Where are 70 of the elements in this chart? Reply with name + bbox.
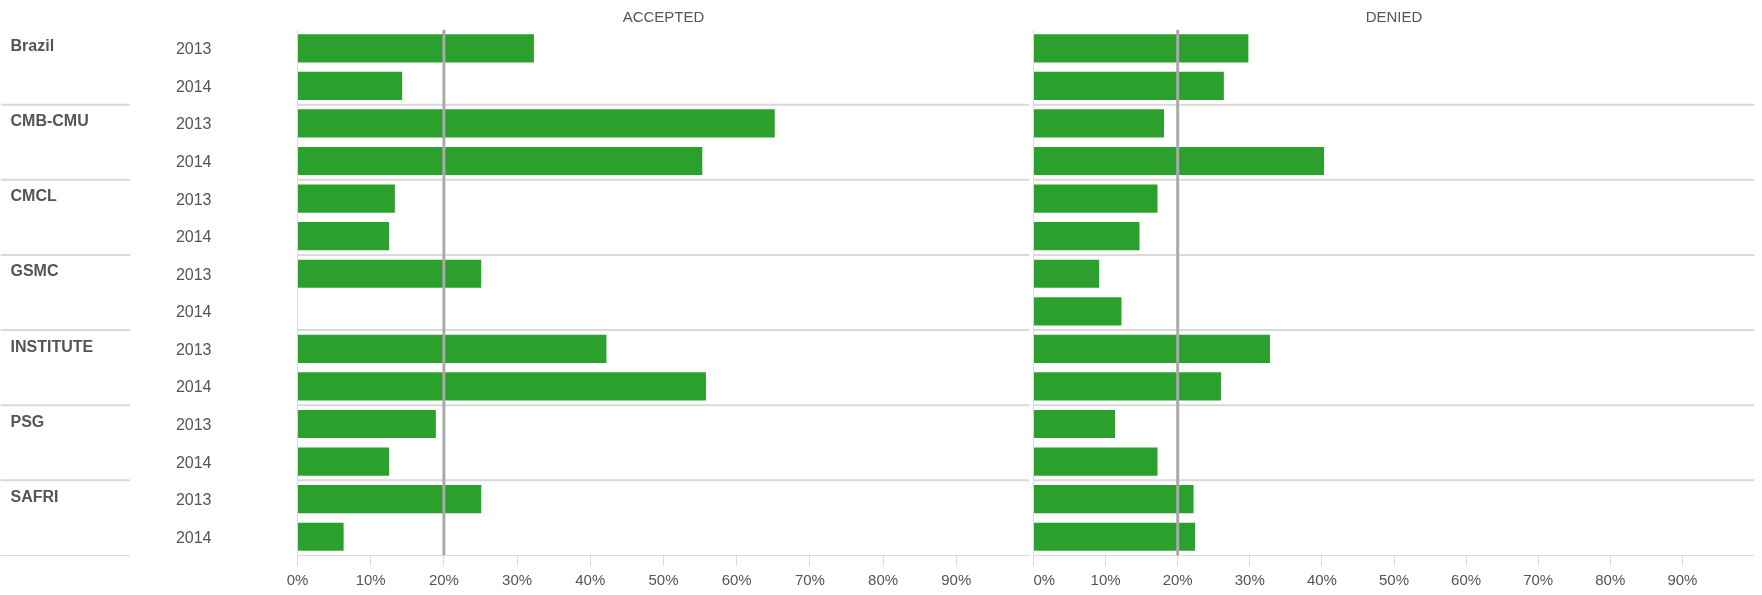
y-tick-label: 2013	[175, 115, 212, 133]
bar	[297, 222, 389, 251]
y-tick-label: 2014	[175, 228, 212, 246]
text: SAFRI	[10, 487, 59, 505]
bar	[297, 447, 389, 476]
x-tick-label: 0%	[1033, 570, 1056, 588]
bar	[1033, 447, 1158, 476]
x-tick-label: 60%	[721, 570, 752, 588]
text: GSMC	[10, 262, 59, 280]
chart-title: ACCEPTED	[622, 7, 705, 25]
x-tick-label: 20%	[1162, 570, 1193, 588]
y-tick-label: 2014	[175, 378, 212, 396]
bar	[1033, 409, 1115, 439]
x-tick-label: 30%	[1234, 570, 1265, 588]
text: Brazil	[10, 37, 55, 55]
y-tick-label: 2013	[175, 491, 212, 509]
bar	[297, 146, 703, 176]
x-tick-label: 20%	[428, 570, 459, 588]
x-tick-label: 80%	[868, 570, 899, 588]
x-tick-label: 60%	[1451, 570, 1482, 588]
bar	[297, 34, 534, 63]
y-tick-label: 2013	[175, 340, 212, 358]
y-tick-label: 2014	[175, 453, 212, 471]
x-tick-label: 10%	[1090, 570, 1121, 588]
x-tick-label: 40%	[1306, 570, 1337, 588]
chart-title: DENIED	[1365, 7, 1423, 25]
bar	[1033, 109, 1164, 138]
bar	[1033, 522, 1195, 551]
y-tick-label: 2013	[175, 40, 212, 58]
x-tick-label: 90%	[1667, 570, 1698, 588]
text: CMCL	[10, 187, 57, 205]
x-tick-label: 90%	[941, 570, 972, 588]
bar	[1033, 259, 1100, 288]
bar	[1033, 184, 1158, 213]
y-tick-label: 2014	[175, 153, 212, 170]
x-tick-label: 50%	[648, 570, 679, 588]
bar	[297, 259, 482, 288]
x-tick-label: 50%	[1378, 570, 1410, 588]
bar	[297, 522, 344, 551]
x-tick-label: 80%	[1595, 570, 1626, 588]
bar	[297, 184, 395, 213]
y-tick-label: 2013	[175, 416, 212, 433]
text: INSTITUTE	[10, 337, 94, 355]
bar	[1033, 297, 1122, 326]
x-tick-label: 70%	[794, 570, 825, 588]
bar	[1033, 222, 1140, 251]
bar	[297, 372, 706, 401]
bar	[1033, 146, 1325, 176]
y-tick-label: 2014	[175, 77, 212, 95]
y-tick-label: 2013	[175, 190, 212, 208]
x-tick-label: 0%	[286, 570, 309, 588]
bar	[1033, 372, 1221, 401]
y-tick-label: 2013	[175, 265, 212, 283]
bar	[1033, 71, 1224, 100]
x-tick-label: 30%	[502, 570, 533, 588]
y-tick-label: 2014	[175, 528, 212, 546]
text: CMB-CMU	[10, 112, 89, 130]
bar	[297, 409, 436, 439]
x-tick-label: 40%	[575, 570, 606, 588]
bar	[1033, 334, 1270, 363]
bar	[297, 71, 403, 100]
bar	[297, 334, 607, 363]
bar	[297, 485, 482, 514]
text: PSG	[10, 412, 45, 430]
x-tick-label: 10%	[355, 570, 386, 588]
x-tick-label: 70%	[1523, 570, 1554, 588]
bar	[1033, 485, 1194, 514]
bar	[1033, 34, 1249, 63]
y-tick-label: 2014	[175, 303, 212, 321]
bar	[297, 109, 775, 138]
